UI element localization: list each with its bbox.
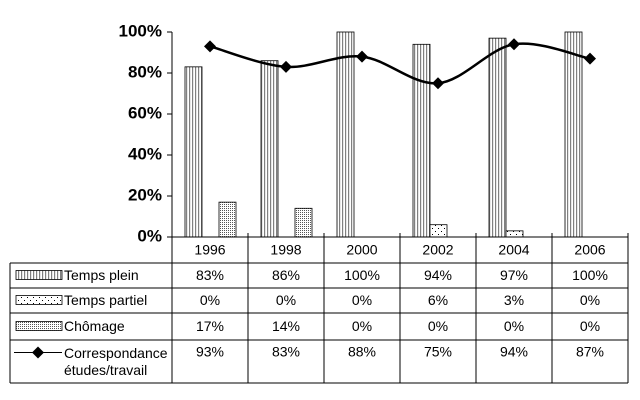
legend-label: Temps partiel	[64, 292, 148, 308]
line-marker	[204, 40, 216, 53]
table-value: 83%	[272, 344, 300, 360]
table-value: 0%	[580, 292, 600, 308]
bar	[564, 31, 583, 238]
bar	[260, 60, 279, 238]
table-value: 0%	[428, 318, 448, 334]
x-tick-label: 2002	[422, 242, 453, 258]
legend-label-box: Temps plein	[64, 267, 139, 283]
table-value: 0%	[200, 292, 220, 308]
bar	[184, 66, 203, 238]
y-tick-label: 100%	[119, 21, 162, 40]
bar	[505, 230, 524, 238]
table-value: 17%	[196, 318, 224, 334]
bar	[336, 31, 355, 238]
table-value: 0%	[276, 292, 296, 308]
y-tick-label: 40%	[128, 144, 162, 163]
legend-label-box: Temps partiel	[64, 292, 148, 308]
x-tick-label: 2006	[574, 242, 605, 258]
legend-label: Chômage	[64, 318, 125, 334]
y-tick-label: 0%	[137, 226, 162, 245]
line-marker	[432, 77, 444, 90]
table-value: 0%	[352, 318, 372, 334]
table-value: 100%	[344, 267, 380, 283]
legend-key	[15, 270, 63, 280]
table-value: 75%	[424, 344, 452, 360]
table-value: 100%	[572, 267, 608, 283]
legend-label-box: Correspondance études/travail	[64, 345, 168, 378]
legend-label-box: Chômage	[64, 318, 125, 334]
legend-label: Correspondance études/travail	[64, 345, 168, 378]
table-value: 0%	[504, 318, 524, 334]
legend-label: Temps plein	[64, 267, 139, 283]
table-value: 0%	[580, 318, 600, 334]
legend-key-marker	[32, 346, 44, 359]
y-tick-label: 20%	[128, 185, 162, 204]
legend-key	[15, 321, 63, 331]
bar	[429, 224, 448, 238]
table-value: 6%	[428, 292, 448, 308]
table-value: 97%	[500, 267, 528, 283]
x-tick-label: 1998	[270, 242, 301, 258]
table-value: 14%	[272, 318, 300, 334]
line-marker	[584, 52, 596, 65]
legend-key	[15, 295, 63, 305]
bar	[488, 37, 507, 238]
bar	[218, 201, 237, 238]
line-marker	[508, 38, 520, 51]
table-value: 94%	[424, 267, 452, 283]
x-tick-label: 2004	[498, 242, 529, 258]
bar	[294, 207, 313, 238]
table-value: 3%	[504, 292, 524, 308]
table-value: 93%	[196, 344, 224, 360]
table-value: 94%	[500, 344, 528, 360]
table-value: 83%	[196, 267, 224, 283]
y-tick-label: 60%	[128, 103, 162, 122]
table-value: 88%	[348, 344, 376, 360]
table-value: 86%	[272, 267, 300, 283]
table-value: 87%	[576, 344, 604, 360]
line-marker	[356, 50, 368, 63]
table-value: 0%	[352, 292, 372, 308]
bar	[412, 43, 431, 238]
line-marker	[280, 60, 292, 73]
x-tick-label: 1996	[194, 242, 225, 258]
x-tick-label: 2000	[346, 242, 377, 258]
y-tick-label: 80%	[128, 62, 162, 81]
